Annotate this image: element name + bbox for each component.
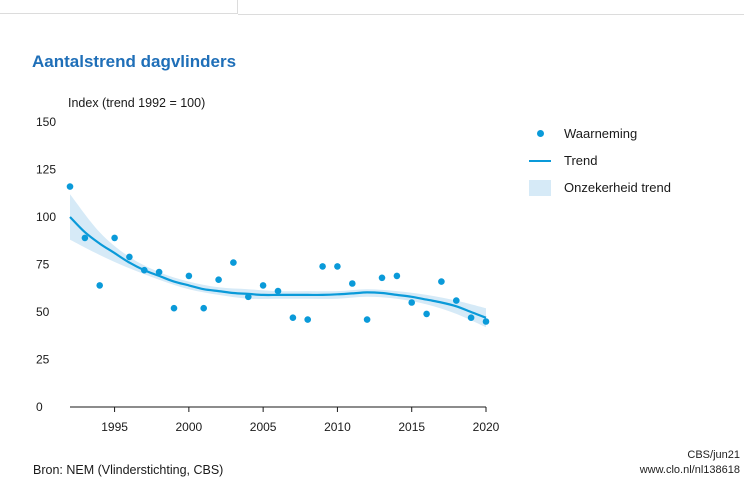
data-point — [467, 314, 475, 322]
data-point — [423, 310, 430, 318]
legend-item-onzekerheid: Onzekerheid trend — [528, 174, 671, 201]
y-axis-label: Index (trend 1992 = 100) — [68, 96, 206, 110]
data-point — [408, 299, 416, 306]
data-point — [185, 272, 193, 280]
x-tick-label: 2000 — [176, 420, 203, 434]
chart-title: Aantalstrend dagvlinders — [32, 52, 237, 71]
x-tick-label: 2010 — [324, 420, 351, 434]
x-tick-label: 1995 — [101, 420, 128, 434]
data-point — [141, 266, 148, 274]
legend: Waarneming Trend Onzekerheid trend — [528, 120, 671, 201]
credit: CBS/jun21 www.clo.nl/nl138618 — [640, 448, 740, 478]
legend-item-waarneming: Waarneming — [528, 120, 671, 147]
data-point — [349, 280, 356, 287]
data-point — [81, 234, 89, 242]
data-point — [438, 278, 445, 285]
data-point — [393, 272, 401, 280]
data-point — [96, 282, 103, 289]
legend-label-trend: Trend — [564, 153, 598, 168]
trend-line — [69, 216, 487, 319]
credit-line-agency: CBS/jun21 — [687, 449, 740, 461]
data-point — [259, 282, 267, 289]
source-note: Bron: NEM (Vlinderstichting, CBS) — [33, 463, 224, 477]
data-point — [245, 293, 252, 301]
legend-item-trend: Trend — [528, 147, 671, 174]
data-point — [334, 263, 341, 270]
y-tick-label: 75 — [36, 258, 50, 272]
data-point — [274, 287, 282, 295]
y-tick-label: 125 — [36, 163, 56, 177]
legend-label-waarneming: Waarneming — [564, 126, 638, 141]
legend-band-swatch — [528, 179, 552, 197]
x-tick-label: 2005 — [250, 420, 277, 434]
y-tick-label: 0 — [36, 400, 43, 414]
y-tick-label: 100 — [36, 210, 56, 224]
data-point — [170, 304, 178, 312]
axis-layer: 1995 2000 2005 2010 2015 2020 0 25 50 75 100 125 150 — [36, 115, 500, 434]
data-point — [289, 314, 297, 322]
x-tick-label: 2015 — [398, 420, 425, 434]
data-point — [230, 259, 237, 266]
data-point — [453, 297, 460, 304]
uncertainty-band-layer — [70, 194, 486, 328]
data-point — [155, 268, 163, 276]
trend-line-layer — [69, 216, 487, 319]
window-top-border — [238, 14, 744, 15]
data-point — [126, 253, 133, 261]
data-point — [111, 234, 118, 242]
uncertainty-band — [70, 194, 486, 328]
legend-label-onzekerheid: Onzekerheid trend — [564, 180, 671, 195]
x-tick-label: 2020 — [473, 420, 500, 434]
window-tab-edge — [0, 0, 238, 14]
y-tick-label: 25 — [36, 353, 50, 367]
credit-line-url: www.clo.nl/nl138618 — [639, 464, 740, 476]
observation-points-layer — [66, 183, 490, 325]
data-point — [200, 304, 207, 312]
data-point — [215, 276, 222, 284]
legend-dot-swatch — [528, 125, 552, 143]
data-point — [363, 316, 371, 323]
y-tick-label: 150 — [36, 115, 56, 129]
data-point — [482, 318, 490, 325]
data-point — [66, 183, 74, 190]
y-tick-label: 50 — [36, 305, 50, 319]
data-point — [378, 274, 386, 282]
data-point — [304, 316, 312, 323]
data-point — [319, 263, 326, 270]
legend-line-swatch — [528, 152, 552, 170]
